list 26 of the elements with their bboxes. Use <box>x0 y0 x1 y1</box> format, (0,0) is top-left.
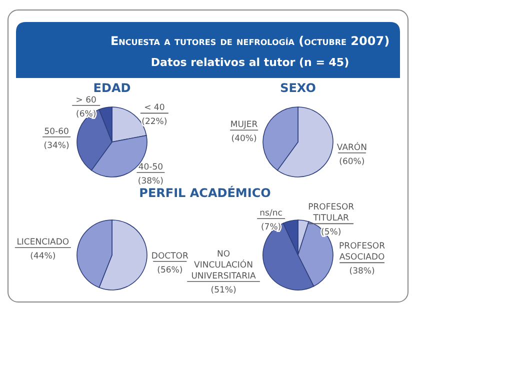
data-label: (34%) <box>44 140 70 151</box>
chart-title: PERFIL ACADÉMICO <box>139 185 271 200</box>
slice-label: PROFESOR TITULAR <box>308 202 354 224</box>
slice-label: MUJER <box>230 120 258 130</box>
data-label: (51%) <box>210 286 236 296</box>
slice-label: 40-50 <box>138 162 164 173</box>
data-label: (22%) <box>142 117 168 128</box>
chart-title: EDAD <box>93 81 131 95</box>
chart-title: SEXO <box>280 81 316 95</box>
slice-label: NO VINCULACIÓN UNIVERSITARIA <box>191 250 256 282</box>
data-label: (38%) <box>349 266 375 277</box>
slice-label: PROFESOR ASOCIADO <box>339 242 386 263</box>
slice-label: < 40 <box>144 103 165 114</box>
slice-label: VARÓN <box>336 142 367 153</box>
slice-label: LICENCIADO <box>16 238 70 248</box>
slice-label: > 60 <box>76 95 96 106</box>
data-label: (44%) <box>30 252 56 262</box>
data-label: (38%) <box>138 176 164 187</box>
data-label: (40%) <box>231 134 257 144</box>
slice-label: ns/nc <box>260 208 283 219</box>
data-label: (56%) <box>157 265 183 276</box>
text: Datos relativos al tutor (n = 45) <box>150 56 350 69</box>
data-label: (60%) <box>339 156 365 167</box>
text: Encuesta a tutores de nefrología (octubre 2007) <box>110 34 390 48</box>
slice-label: DOCTOR <box>151 251 188 262</box>
slice-label: 50-60 <box>44 126 69 137</box>
